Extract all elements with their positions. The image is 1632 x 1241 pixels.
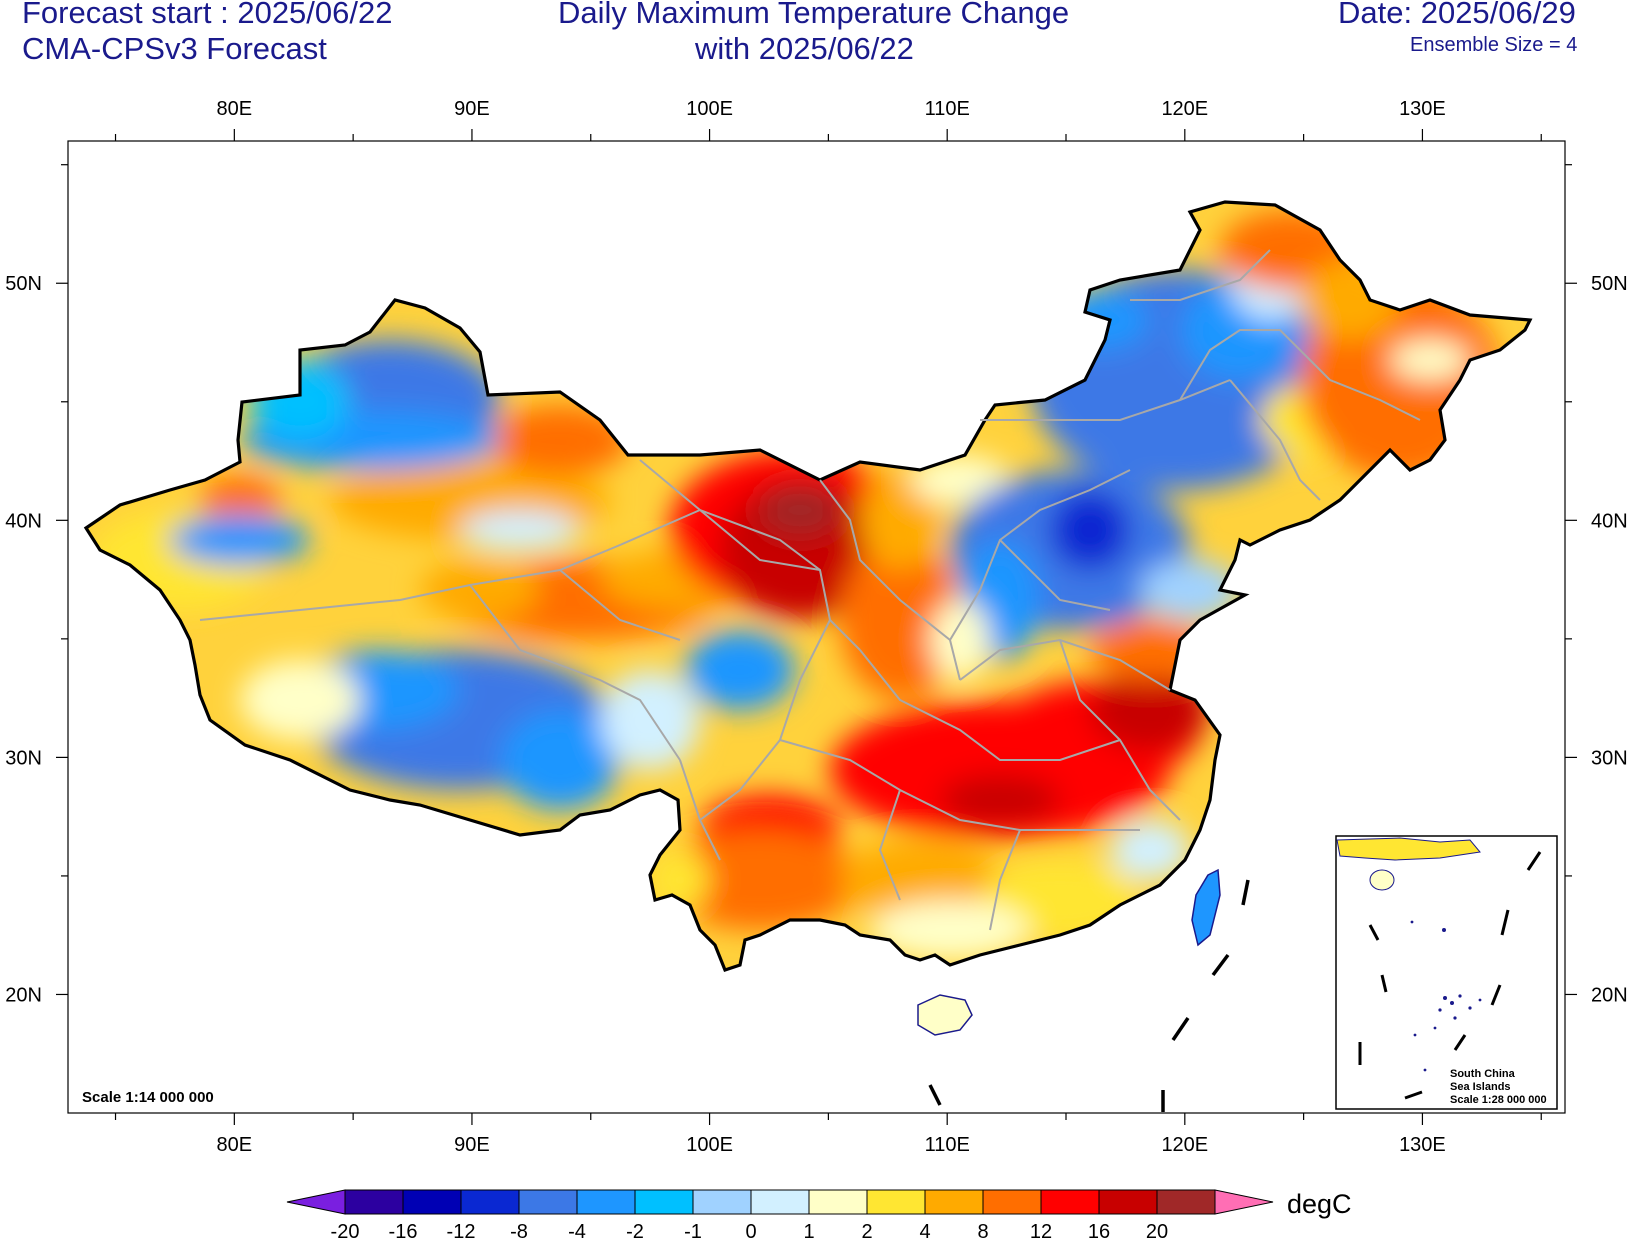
lon-label-top: 120E bbox=[1161, 98, 1208, 120]
colorbar-level-label: 0 bbox=[745, 1221, 756, 1241]
colorbar-level-label: -12 bbox=[447, 1221, 476, 1241]
lon-label-bottom: 130E bbox=[1399, 1134, 1446, 1156]
colorbar-swatch bbox=[924, 1189, 984, 1215]
colorbar-level-label: -4 bbox=[568, 1221, 586, 1241]
ensemble-size-label: Ensemble Size = 4 bbox=[1410, 34, 1578, 56]
lat-label-right: 40N bbox=[1591, 510, 1628, 532]
colorbar-swatch bbox=[866, 1189, 926, 1215]
scale-label: Scale 1:14 000 000 bbox=[82, 1089, 214, 1106]
inset-label-3: Scale 1:28 000 000 bbox=[1450, 1094, 1547, 1106]
lon-label-top: 100E bbox=[686, 98, 733, 120]
lat-label-right: 30N bbox=[1591, 747, 1628, 769]
date-label: Date: 2025/06/29 bbox=[1338, 0, 1576, 30]
forecast-start-label: Forecast start : 2025/06/22 bbox=[22, 0, 393, 30]
colorbar-level-label: -8 bbox=[510, 1221, 528, 1241]
lat-label-left: 20N bbox=[5, 984, 42, 1006]
lon-label-top: 130E bbox=[1399, 98, 1446, 120]
province-borders bbox=[199, 249, 1421, 931]
colorbar-swatch bbox=[982, 1189, 1042, 1215]
colorbar-level-label: -1 bbox=[684, 1221, 702, 1241]
colorbar-level-label: 4 bbox=[919, 1221, 930, 1241]
lat-label-left: 50N bbox=[5, 273, 42, 295]
colorbar-level-label: 12 bbox=[1030, 1221, 1052, 1241]
colorbar-swatch bbox=[1040, 1189, 1100, 1215]
lon-label-top: 90E bbox=[454, 98, 490, 120]
colorbar-level-label: -16 bbox=[389, 1221, 418, 1241]
maritime-dashes bbox=[928, 879, 1250, 1112]
colorbar-level-label: 8 bbox=[977, 1221, 988, 1241]
colorbar-swatch bbox=[402, 1189, 462, 1215]
map-title-line1: Daily Maximum Temperature Change bbox=[558, 0, 1070, 30]
lat-label-left: 40N bbox=[5, 510, 42, 532]
lon-label-bottom: 80E bbox=[217, 1134, 253, 1156]
inset-islands bbox=[1410, 920, 1482, 1072]
model-label: CMA-CPSv3 Forecast bbox=[22, 31, 327, 66]
lon-label-top: 110E bbox=[925, 98, 970, 120]
colorbar-level-label: 1 bbox=[803, 1221, 814, 1241]
colorbar-swatch bbox=[692, 1189, 752, 1215]
lon-label-bottom: 90E bbox=[454, 1134, 490, 1156]
colorbar-unit-label: degC bbox=[1287, 1189, 1352, 1219]
lon-label-top: 80E bbox=[217, 98, 253, 120]
colorbar-under-arrow bbox=[286, 1189, 346, 1215]
lat-label-right: 50N bbox=[1591, 273, 1628, 295]
hainan-shape bbox=[917, 994, 973, 1036]
taiwan-shape bbox=[1191, 868, 1221, 947]
axis-ticks: 80E 80E 90E 90E 100E 100E 110E 110E 120E 120E 130E… bbox=[5, 98, 1627, 1156]
colorbar-level-label: 20 bbox=[1146, 1221, 1168, 1241]
inset-label-1: South China bbox=[1450, 1068, 1516, 1080]
colorbar-swatch bbox=[576, 1189, 636, 1215]
south-china-sea-inset: South China Sea Islands Scale 1:28 000 0… bbox=[1335, 835, 1558, 1110]
lat-label-right: 20N bbox=[1591, 984, 1628, 1006]
colorbar-level-label: 2 bbox=[861, 1221, 872, 1241]
map-title-line2: with 2025/06/22 bbox=[695, 31, 914, 66]
colorbar-over-arrow bbox=[1214, 1189, 1274, 1215]
colorbar-swatch bbox=[750, 1189, 810, 1215]
lat-label-left: 30N bbox=[5, 747, 42, 769]
colorbar-swatch bbox=[460, 1189, 520, 1215]
colorbar-swatch bbox=[518, 1189, 578, 1215]
colorbar-level-label: 16 bbox=[1088, 1221, 1110, 1241]
colorbar-swatch bbox=[634, 1189, 694, 1215]
lon-label-bottom: 110E bbox=[925, 1134, 970, 1156]
colorbar-swatch bbox=[344, 1189, 404, 1215]
lon-label-bottom: 100E bbox=[686, 1134, 733, 1156]
colorbar-swatch bbox=[1156, 1189, 1216, 1215]
inset-label-2: Sea Islands bbox=[1450, 1081, 1511, 1093]
colorbar-level-label: -20 bbox=[331, 1221, 360, 1241]
colorbar-level-label: -2 bbox=[626, 1221, 644, 1241]
lon-label-bottom: 120E bbox=[1161, 1134, 1208, 1156]
colorbar-swatch bbox=[808, 1189, 868, 1215]
colorbar-swatch bbox=[1098, 1189, 1158, 1215]
